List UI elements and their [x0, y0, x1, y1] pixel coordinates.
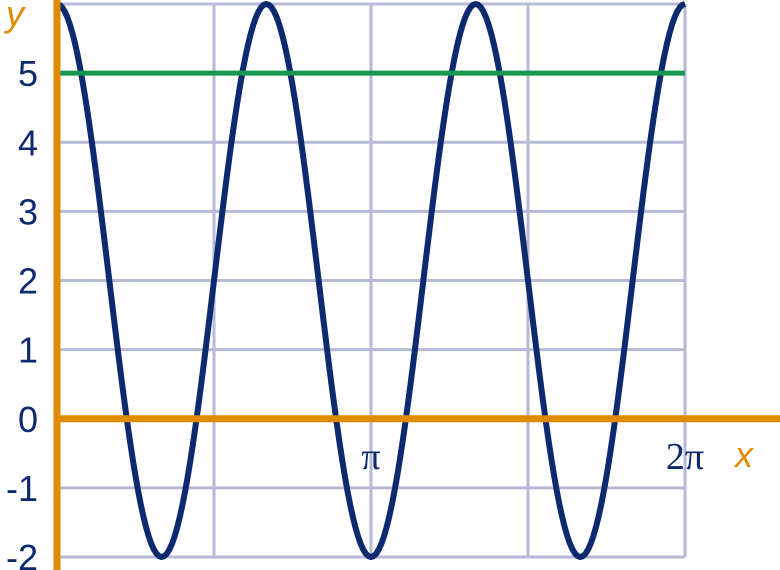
tick-labels: -2 -1 0 1 2 3 4 5 π 2π: [6, 53, 704, 570]
y-tick-label: 1: [18, 330, 38, 371]
series-layer: [56, 1, 686, 560]
y-tick-label: 4: [18, 122, 38, 163]
x-tick-label: 2π: [666, 436, 704, 478]
y-tick-label: -1: [6, 468, 38, 509]
y-tick-label: 2: [18, 261, 38, 302]
x-tick-label: π: [361, 436, 380, 478]
cosine-curve: [56, 1, 686, 560]
y-tick-label: -2: [6, 537, 38, 570]
y-axis-label: y: [3, 0, 26, 34]
y-tick-label: 5: [18, 53, 38, 94]
x-axis-label: x: [733, 434, 755, 475]
axes: [53, 0, 780, 570]
y-tick-label: 0: [18, 399, 38, 440]
y-tick-label: 3: [18, 191, 38, 232]
